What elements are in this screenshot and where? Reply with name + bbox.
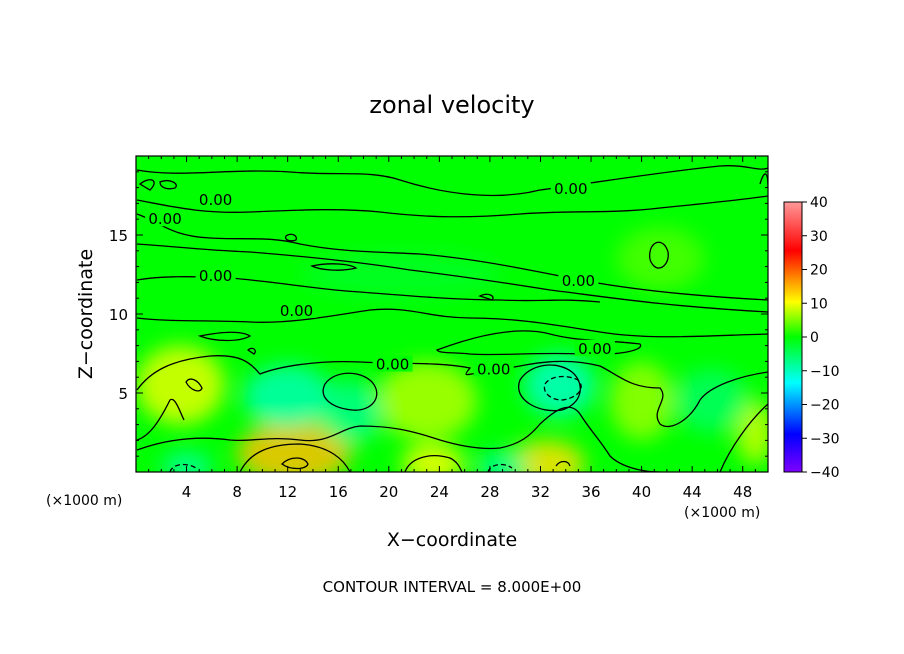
contour-line bbox=[159, 180, 177, 190]
contour-line bbox=[239, 443, 351, 472]
field-feature bbox=[300, 250, 503, 299]
x-tick-label: 20 bbox=[379, 483, 398, 501]
x-tick-label: 12 bbox=[278, 483, 297, 501]
x-tick-label: 8 bbox=[232, 483, 242, 501]
x-tick-label: 36 bbox=[581, 483, 600, 501]
x-unit-left: (×1000 m) bbox=[46, 493, 122, 509]
colorbar-tick-label: −40 bbox=[810, 465, 840, 481]
field-feature bbox=[319, 380, 383, 444]
field-feature bbox=[237, 421, 351, 472]
contour-line bbox=[138, 179, 155, 191]
contour-line bbox=[404, 455, 463, 472]
x-tick-label: 4 bbox=[182, 483, 192, 501]
field-feature bbox=[401, 445, 465, 472]
field-feature bbox=[673, 369, 750, 433]
colorbar-tick-label: −10 bbox=[810, 364, 840, 380]
colorbar-tick-label: 40 bbox=[810, 195, 828, 211]
field-feature bbox=[477, 451, 528, 472]
x-unit-right: (×1000 m) bbox=[684, 505, 760, 521]
contour-line bbox=[136, 213, 768, 301]
contour-line bbox=[136, 195, 768, 218]
contour-line bbox=[246, 347, 256, 355]
contour-line bbox=[136, 398, 185, 441]
contour-label: 0.00 bbox=[477, 360, 510, 378]
contour-line bbox=[136, 406, 661, 472]
contour-line bbox=[136, 243, 768, 313]
x-tick-label: 32 bbox=[531, 483, 550, 501]
field-feature bbox=[161, 451, 212, 472]
contour-line bbox=[435, 330, 642, 356]
colorbar-tick-label: 10 bbox=[810, 296, 828, 312]
contour-line bbox=[322, 372, 378, 411]
field-feature bbox=[736, 400, 768, 465]
contour-line bbox=[185, 378, 203, 392]
contour-line bbox=[136, 308, 768, 338]
contour-label: 0.00 bbox=[199, 191, 232, 209]
field-feature bbox=[508, 440, 585, 472]
contour-label: 0.00 bbox=[376, 356, 409, 374]
colorbar-gradient bbox=[783, 201, 803, 473]
contour-label-bg bbox=[195, 191, 236, 208]
contour-label-bg bbox=[558, 271, 599, 288]
contour-line bbox=[555, 460, 571, 467]
colorbar-tick-label: 0 bbox=[810, 330, 819, 346]
contour-line bbox=[517, 364, 581, 412]
y-tick-label: 5 bbox=[118, 385, 128, 403]
heatmap-field: 0.00 0.00 0.00 0.00 0.00 0.00 0.00 0.00 0.00 bbox=[136, 156, 768, 472]
contour-label-bg bbox=[195, 267, 236, 284]
contour-line-negative bbox=[487, 463, 513, 472]
x-tick-label: 16 bbox=[329, 483, 348, 501]
colorbar-tick-label: −20 bbox=[810, 398, 840, 414]
contour-label: 0.00 bbox=[554, 180, 587, 198]
chart-title: zonal velocity bbox=[369, 91, 534, 119]
field-feature bbox=[376, 361, 478, 441]
contour-interval-note: CONTOUR INTERVAL = 8.000E+00 bbox=[323, 578, 582, 596]
colorbar: −40 −30 −20 −10 0 10 20 30 40 bbox=[783, 195, 840, 481]
contour-label: 0.00 bbox=[199, 267, 232, 285]
contour-label: 0.00 bbox=[578, 340, 611, 358]
contour-label-bg bbox=[574, 339, 615, 356]
field-feature bbox=[610, 361, 674, 441]
contour-label-bg bbox=[372, 355, 413, 372]
contour-label-bg bbox=[276, 301, 317, 318]
x-axis-label: X−coordinate bbox=[387, 529, 517, 551]
y-tick-label: 10 bbox=[109, 306, 128, 324]
contour-label: 0.00 bbox=[148, 210, 181, 228]
contour-line bbox=[284, 233, 298, 242]
colorbar-tick-label: −30 bbox=[810, 431, 840, 447]
contour-line bbox=[310, 263, 358, 271]
x-tick-label: 48 bbox=[733, 483, 752, 501]
contour-label-bg bbox=[145, 210, 186, 227]
field-feature bbox=[616, 227, 705, 291]
contour-line-negative bbox=[543, 375, 582, 401]
x-tick-label: 44 bbox=[683, 483, 702, 501]
contour-line-negative bbox=[169, 463, 197, 472]
contour-line bbox=[281, 457, 309, 470]
x-tick-label: 28 bbox=[480, 483, 499, 501]
contour-line bbox=[478, 293, 494, 301]
contour-label-bg bbox=[550, 180, 591, 197]
contour-line bbox=[648, 241, 669, 269]
x-tick-label: 40 bbox=[632, 483, 651, 501]
contour-label: 0.00 bbox=[280, 302, 313, 320]
contour-label: 0.00 bbox=[562, 272, 595, 290]
field-feature bbox=[243, 364, 332, 428]
y-tick-label: 15 bbox=[109, 227, 128, 245]
x-tick-label: 24 bbox=[430, 483, 449, 501]
colorbar-tick-label: 20 bbox=[810, 263, 828, 279]
field-feature bbox=[524, 353, 595, 417]
colorbar-tick-label: 30 bbox=[810, 229, 828, 245]
contour-label-bg bbox=[473, 360, 514, 377]
field-feature bbox=[136, 345, 225, 425]
contour-line bbox=[719, 403, 768, 472]
y-axis-label: Z−coordinate bbox=[75, 249, 97, 379]
contour-line bbox=[197, 331, 252, 342]
contour-line bbox=[136, 165, 768, 197]
